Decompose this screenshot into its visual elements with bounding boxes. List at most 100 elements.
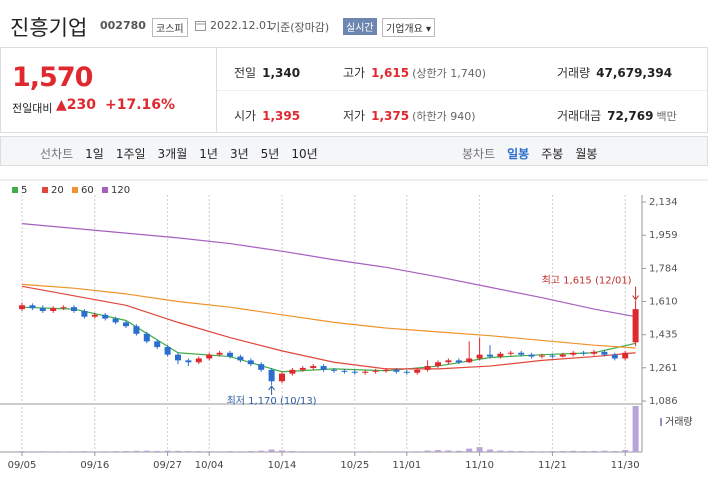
quote-date: 2022.12.01 <box>210 19 273 32</box>
candle-body <box>310 366 317 368</box>
y-tick-label: 2,134 <box>649 197 678 208</box>
stat: 저가 1,375 (하한가 940) <box>343 105 476 124</box>
market-badge: 코스피 <box>152 18 188 37</box>
legend-label: 120 <box>111 185 130 196</box>
candle-body <box>39 308 46 311</box>
legend-swatch <box>102 187 108 193</box>
divider <box>216 47 217 133</box>
company-button[interactable]: 기업개요 ▾ <box>382 18 436 37</box>
tab[interactable]: 주봉 <box>541 147 564 161</box>
volume-bar <box>476 447 483 452</box>
volume-bar <box>195 451 202 452</box>
volume-bar <box>133 450 140 452</box>
tab-bar <box>0 136 708 166</box>
volume-bar <box>601 450 608 452</box>
volume-bar <box>50 451 57 452</box>
volume-bar <box>539 451 545 452</box>
candle-body <box>559 354 566 357</box>
candle-body <box>351 371 358 373</box>
candle-body <box>414 369 421 373</box>
y-tick-label: 1,784 <box>649 263 678 274</box>
quote-basis: 기준(장마감) <box>270 21 330 34</box>
candle-body <box>216 352 223 355</box>
volume-bar <box>154 450 161 452</box>
calendar-icon <box>195 21 206 31</box>
stat-value: 1,375 <box>371 109 410 123</box>
x-tick-label: 09/27 <box>153 460 182 471</box>
tab[interactable]: 5년 <box>260 147 280 161</box>
candle-body <box>539 355 545 357</box>
legend-label: 60 <box>81 185 94 196</box>
tab[interactable]: 1주일 <box>115 147 146 161</box>
candle-body <box>518 352 525 355</box>
annotation-arrow <box>268 385 275 396</box>
tab[interactable]: 일봉 <box>507 147 530 161</box>
volume-bar <box>403 451 410 452</box>
candle-body <box>393 369 400 372</box>
stat: 전일 1,340 <box>234 62 300 81</box>
x-tick-label: 10/25 <box>340 460 369 471</box>
volume-bar <box>507 450 514 452</box>
annotation-arrow <box>632 286 639 301</box>
volume-bar <box>185 451 192 452</box>
candle-body <box>591 351 597 354</box>
candle-body <box>91 314 98 317</box>
x-tick-label: 09/05 <box>8 460 37 471</box>
tab-group-label: 선차트 <box>40 147 74 161</box>
x-tick-label: 09/16 <box>80 460 109 471</box>
candle-body <box>123 322 129 327</box>
stat-label: 거래량 <box>557 66 591 80</box>
candle-body <box>81 310 88 317</box>
volume-swatch <box>660 418 662 426</box>
volume-label: 거래량 <box>665 416 693 428</box>
annotation: 최저 1,170 (10/13) <box>227 395 317 407</box>
volume-bar <box>29 451 36 452</box>
volume-bar <box>559 451 566 452</box>
legend-swatch <box>12 187 18 193</box>
candle-body <box>580 352 587 354</box>
stat-value: 72,769 <box>607 109 654 123</box>
y-tick-label: 1,959 <box>649 230 678 241</box>
tab[interactable]: 월봉 <box>575 147 598 161</box>
candle-body <box>549 355 556 357</box>
volume-bar <box>112 451 119 452</box>
candle-body <box>195 358 202 363</box>
candle-body <box>247 360 254 365</box>
candle-body <box>279 373 285 382</box>
candle-body <box>435 362 441 367</box>
stat-value: 1,615 <box>371 66 410 80</box>
tab-group-label: 봉차트 <box>462 147 496 161</box>
tab[interactable]: 1일 <box>85 147 104 161</box>
volume-bar <box>268 449 275 452</box>
candle-body <box>50 308 57 311</box>
volume-bar <box>591 450 597 452</box>
tab[interactable]: 3개월 <box>157 147 188 161</box>
volume-bar <box>518 451 525 452</box>
tab[interactable]: 1년 <box>199 147 218 161</box>
volume-bar <box>414 451 421 452</box>
stat-value: 47,679,394 <box>596 66 673 80</box>
volume-bar <box>362 451 369 452</box>
annotation: 최고 1,615 (12/01) <box>542 275 632 287</box>
candle-body <box>320 366 327 370</box>
stat-note: (하한가 940) <box>412 110 476 123</box>
volume-bar <box>19 451 25 452</box>
stock-code: 002780 <box>100 19 146 32</box>
tab[interactable]: 10년 <box>291 147 318 161</box>
x-tick-label: 11/30 <box>611 460 640 471</box>
volume-bar <box>81 451 88 452</box>
y-tick-label: 1,086 <box>649 396 678 407</box>
stat-label: 고가 <box>343 66 366 80</box>
realtime-button[interactable]: 실시간 <box>343 18 377 35</box>
candle-body <box>497 353 504 357</box>
stat-note: (상한가 1,740) <box>412 67 486 80</box>
volume-bar <box>71 451 77 452</box>
change-percent: +17.16% <box>105 97 176 113</box>
tab[interactable]: 3년 <box>229 147 249 161</box>
volume-bar <box>424 450 431 452</box>
candle-body <box>528 354 535 357</box>
candle-body <box>299 367 306 370</box>
volume-bar <box>455 450 462 452</box>
candle-body <box>206 354 213 359</box>
